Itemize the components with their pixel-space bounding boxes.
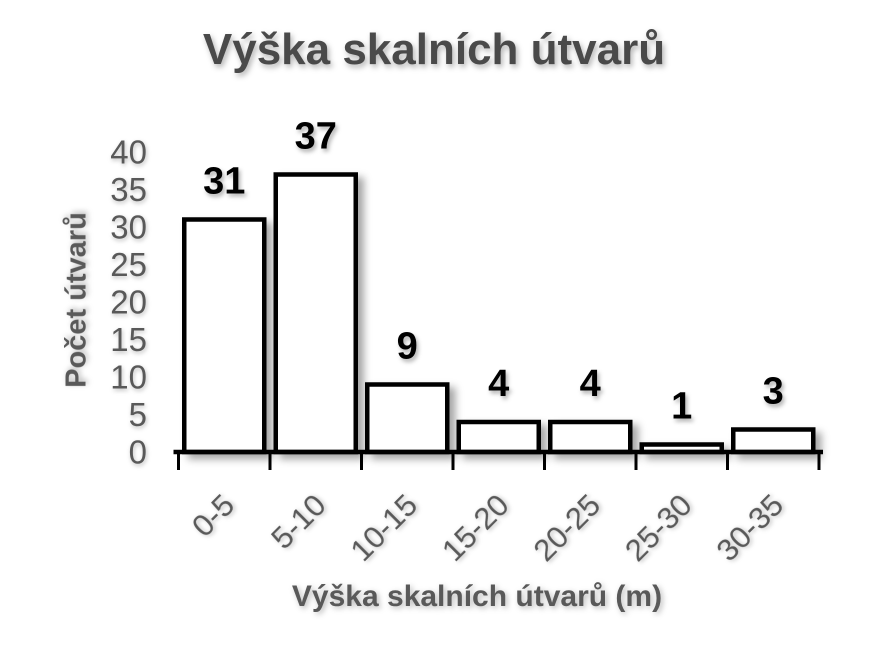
bar <box>548 419 633 455</box>
y-tick-label: 0 <box>129 434 147 471</box>
bar <box>456 419 541 455</box>
x-tick-label: 0-5 <box>185 487 241 543</box>
bar <box>273 172 358 455</box>
bar-value-label: 1 <box>671 386 692 428</box>
y-tick-label: 40 <box>110 134 147 171</box>
x-tick-label: 5-10 <box>264 487 333 556</box>
chart-title: Výška skalních útvarů <box>202 25 666 74</box>
bar-value-label: 4 <box>488 363 509 405</box>
x-tick-label: 30-35 <box>709 487 790 568</box>
y-tick-label: 20 <box>110 284 147 321</box>
bar-value-label: 4 <box>580 363 601 405</box>
y-tick-label: 30 <box>110 209 147 246</box>
x-tick-label: 10-15 <box>343 487 424 568</box>
y-tick-label: 25 <box>110 246 147 283</box>
x-tick-label: 25-30 <box>618 487 699 568</box>
x-tick-label: 20-25 <box>526 487 607 568</box>
y-tick-label: 5 <box>129 396 147 433</box>
bar-value-label: 37 <box>295 116 337 158</box>
bar-value-label: 31 <box>203 161 245 203</box>
bar <box>365 382 450 455</box>
bar-value-label: 3 <box>763 371 784 413</box>
y-tick-label: 35 <box>110 171 147 208</box>
y-tick-label: 10 <box>110 359 147 396</box>
bar <box>731 427 816 455</box>
y-tick-label: 15 <box>110 321 147 358</box>
bar-value-label: 9 <box>397 326 418 368</box>
bar <box>182 217 267 455</box>
x-axis-title: Výška skalních útvarů (m) <box>291 580 663 613</box>
x-tick-label: 15-20 <box>435 487 516 568</box>
